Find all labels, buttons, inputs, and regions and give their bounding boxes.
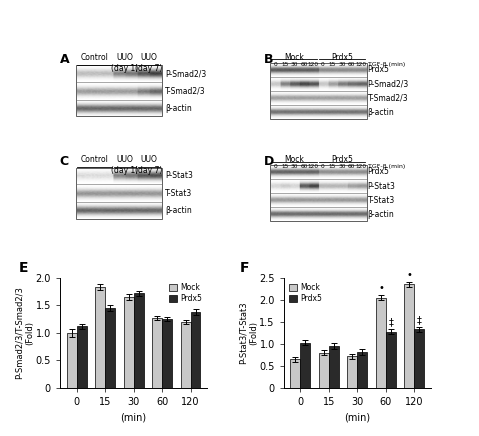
X-axis label: (min): (min) bbox=[120, 412, 147, 422]
Text: Control: Control bbox=[81, 53, 109, 62]
Text: •: • bbox=[378, 283, 384, 293]
Y-axis label: P-Smad2/3/T-Smad2/3
(Fold): P-Smad2/3/T-Smad2/3 (Fold) bbox=[15, 286, 34, 379]
Text: UUO
(day 1): UUO (day 1) bbox=[111, 155, 138, 174]
Bar bbox=[181, 322, 191, 388]
Text: TGF-β (min): TGF-β (min) bbox=[367, 62, 405, 67]
Text: β-actin: β-actin bbox=[165, 104, 192, 112]
Text: T-Stat3: T-Stat3 bbox=[367, 196, 395, 204]
Text: TGF-β (min): TGF-β (min) bbox=[367, 164, 405, 169]
Text: 0: 0 bbox=[321, 62, 325, 67]
Bar bbox=[191, 312, 201, 388]
Text: P-Stat3: P-Stat3 bbox=[165, 171, 193, 181]
Text: UUO
(day 1): UUO (day 1) bbox=[111, 53, 138, 72]
Text: 60: 60 bbox=[300, 62, 308, 67]
Text: Mock: Mock bbox=[285, 155, 304, 164]
Bar bbox=[134, 293, 144, 388]
Text: Control: Control bbox=[81, 155, 109, 164]
Text: 15: 15 bbox=[329, 62, 336, 67]
Text: UUO
(day 7): UUO (day 7) bbox=[135, 155, 162, 174]
Text: Prdx5: Prdx5 bbox=[367, 167, 389, 177]
Text: 120: 120 bbox=[308, 164, 319, 169]
Text: E: E bbox=[19, 261, 28, 276]
Bar bbox=[77, 327, 87, 388]
Text: P-Smad2/3: P-Smad2/3 bbox=[367, 79, 409, 89]
Text: UUO
(day 7): UUO (day 7) bbox=[135, 53, 162, 72]
Bar bbox=[270, 165, 367, 221]
Bar bbox=[95, 287, 105, 388]
Text: 120: 120 bbox=[355, 164, 367, 169]
Bar bbox=[329, 346, 339, 388]
Text: 30: 30 bbox=[338, 164, 346, 169]
Bar bbox=[67, 333, 77, 388]
Bar bbox=[300, 343, 310, 388]
Text: P-Stat3: P-Stat3 bbox=[367, 181, 396, 191]
Bar bbox=[124, 297, 134, 388]
Bar bbox=[404, 284, 414, 388]
Legend: Mock, Prdx5: Mock, Prdx5 bbox=[287, 282, 323, 305]
Text: 15: 15 bbox=[281, 62, 288, 67]
Text: ‡: ‡ bbox=[388, 318, 393, 328]
Text: 30: 30 bbox=[338, 62, 346, 67]
Bar bbox=[76, 167, 162, 218]
Bar bbox=[347, 356, 357, 388]
Text: •: • bbox=[407, 270, 412, 280]
Text: 0: 0 bbox=[321, 164, 325, 169]
X-axis label: (min): (min) bbox=[344, 412, 371, 422]
Text: 15: 15 bbox=[329, 164, 336, 169]
Bar bbox=[290, 359, 300, 388]
Text: ‡: ‡ bbox=[417, 315, 422, 325]
Bar bbox=[105, 308, 115, 388]
Bar bbox=[152, 318, 162, 388]
Bar bbox=[386, 332, 396, 388]
Bar bbox=[357, 352, 367, 388]
Text: 60: 60 bbox=[300, 164, 308, 169]
Text: B: B bbox=[264, 53, 274, 66]
Text: Prdx5: Prdx5 bbox=[367, 65, 389, 75]
Text: 120: 120 bbox=[355, 62, 367, 67]
Bar bbox=[376, 298, 386, 388]
Text: 0: 0 bbox=[274, 62, 277, 67]
Text: 120: 120 bbox=[308, 62, 319, 67]
Text: 0: 0 bbox=[274, 164, 277, 169]
Text: Prdx5: Prdx5 bbox=[331, 155, 353, 164]
Bar bbox=[414, 330, 424, 388]
Text: P-Smad2/3: P-Smad2/3 bbox=[165, 69, 206, 78]
Bar bbox=[270, 63, 367, 119]
Bar bbox=[162, 319, 172, 388]
Text: 30: 30 bbox=[291, 62, 298, 67]
Text: 60: 60 bbox=[348, 62, 355, 67]
Text: T-Smad2/3: T-Smad2/3 bbox=[165, 86, 205, 95]
Text: Prdx5: Prdx5 bbox=[331, 53, 353, 62]
Text: A: A bbox=[60, 53, 69, 66]
Text: F: F bbox=[240, 261, 249, 276]
Text: T-Stat3: T-Stat3 bbox=[165, 188, 192, 198]
Text: Mock: Mock bbox=[285, 53, 304, 62]
Text: 60: 60 bbox=[348, 164, 355, 169]
Y-axis label: P-Stat3/T-Stat3
(Fold): P-Stat3/T-Stat3 (Fold) bbox=[239, 302, 258, 364]
Text: β-actin: β-actin bbox=[165, 206, 192, 215]
Text: C: C bbox=[60, 155, 69, 168]
Text: β-actin: β-actin bbox=[367, 108, 394, 117]
Bar bbox=[319, 353, 329, 388]
Text: D: D bbox=[264, 155, 274, 168]
Text: T-Smad2/3: T-Smad2/3 bbox=[367, 94, 408, 102]
Text: 15: 15 bbox=[281, 164, 288, 169]
Text: β-actin: β-actin bbox=[367, 210, 394, 219]
Text: 30: 30 bbox=[291, 164, 298, 169]
Bar bbox=[76, 65, 162, 116]
Legend: Mock, Prdx5: Mock, Prdx5 bbox=[168, 282, 204, 305]
